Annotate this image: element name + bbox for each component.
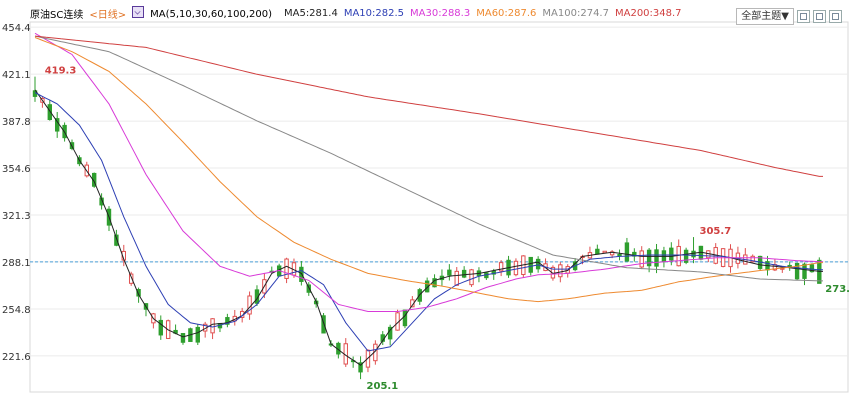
ma-settings[interactable]: MA(5,10,30,60,100,200) — [132, 6, 278, 20]
candle-body — [535, 258, 541, 270]
y-tick-label: 421.1 — [2, 70, 31, 81]
candle-body — [669, 247, 674, 261]
y-tick-label: 288.1 — [2, 258, 31, 269]
candle-body — [469, 269, 474, 286]
zoom-in-icon[interactable] — [797, 10, 810, 23]
candle-body — [225, 317, 230, 325]
period-selector[interactable]: <日线> — [89, 9, 127, 21]
candle-body — [321, 315, 326, 334]
plot-frame — [29, 21, 849, 393]
ma5-value: MA5:281.4 — [283, 7, 338, 19]
instrument-name: 原油SC连续 — [30, 9, 84, 21]
candle-body — [691, 250, 696, 258]
chart-toolbar: 全部主题▼ — [736, 8, 842, 25]
y-tick-label: 454.4 — [2, 23, 31, 34]
candle-body — [195, 326, 200, 343]
candle-body — [402, 309, 408, 327]
candle-body — [136, 288, 141, 297]
candle-body — [180, 333, 186, 343]
theme-button[interactable]: 全部主题▼ — [736, 8, 794, 25]
candle-body — [461, 269, 467, 278]
price-annotation: 205.1 — [367, 381, 399, 392]
candle-body — [595, 248, 600, 255]
candle-body — [358, 362, 363, 373]
candle-body — [809, 264, 815, 273]
ma60-value: MA60:287.6 — [476, 7, 537, 19]
candle-body — [114, 234, 119, 246]
candle-body — [794, 262, 800, 280]
y-tick-label: 254.8 — [2, 305, 31, 316]
chart-header: 原油SC连续 <日线> MA(5,10,30,60,100,200) MA5:2… — [0, 0, 688, 26]
ma-line-5 — [34, 35, 823, 177]
candle-body — [646, 249, 652, 267]
ma-line-0 — [34, 89, 823, 366]
fullscreen-icon[interactable] — [829, 10, 842, 23]
price-annotation: 273.9 — [825, 284, 850, 295]
candle-body — [654, 249, 659, 267]
ma30-value: MA30:288.3 — [410, 7, 471, 19]
candle-body — [683, 249, 689, 263]
candle-body — [624, 242, 630, 262]
ma-line-1 — [34, 92, 823, 352]
ma-label: MA(5,10,30,60,100,200) — [150, 9, 272, 20]
zoom-out-icon[interactable] — [813, 10, 826, 23]
ma-line-4 — [34, 35, 823, 282]
price-annotation: 305.7 — [700, 226, 732, 237]
ma-toggle-icon[interactable] — [132, 6, 145, 18]
ma100-value: MA100:274.7 — [542, 7, 609, 19]
ma10-value: MA10:282.5 — [343, 7, 405, 19]
candle-body — [210, 318, 215, 334]
ma-line-2 — [34, 32, 823, 312]
candle-body — [513, 260, 519, 276]
candle-body — [558, 264, 563, 278]
candle-body — [528, 256, 533, 273]
candle-body — [432, 278, 437, 288]
candle-body — [454, 270, 459, 286]
candle-body — [676, 245, 681, 267]
candle-body — [128, 273, 134, 284]
ma-line-3 — [34, 37, 823, 303]
candle-body — [617, 254, 622, 257]
candle-body — [802, 263, 807, 279]
y-tick-label: 387.8 — [2, 117, 31, 128]
y-tick-label: 221.6 — [2, 352, 31, 363]
candle-body — [498, 262, 504, 272]
y-tick-label: 354.6 — [2, 164, 31, 175]
price-annotation: 419.3 — [45, 66, 77, 77]
candle-body — [602, 250, 607, 254]
ma200-value: MA200:348.7 — [614, 7, 682, 19]
candle-body — [47, 104, 52, 121]
candle-body — [306, 284, 311, 293]
y-tick-label: 321.3 — [2, 211, 31, 222]
candle-body — [284, 258, 289, 279]
candle-body — [158, 319, 163, 336]
candle-body — [750, 255, 755, 263]
candle-body — [447, 269, 452, 276]
candle-body — [639, 250, 644, 268]
